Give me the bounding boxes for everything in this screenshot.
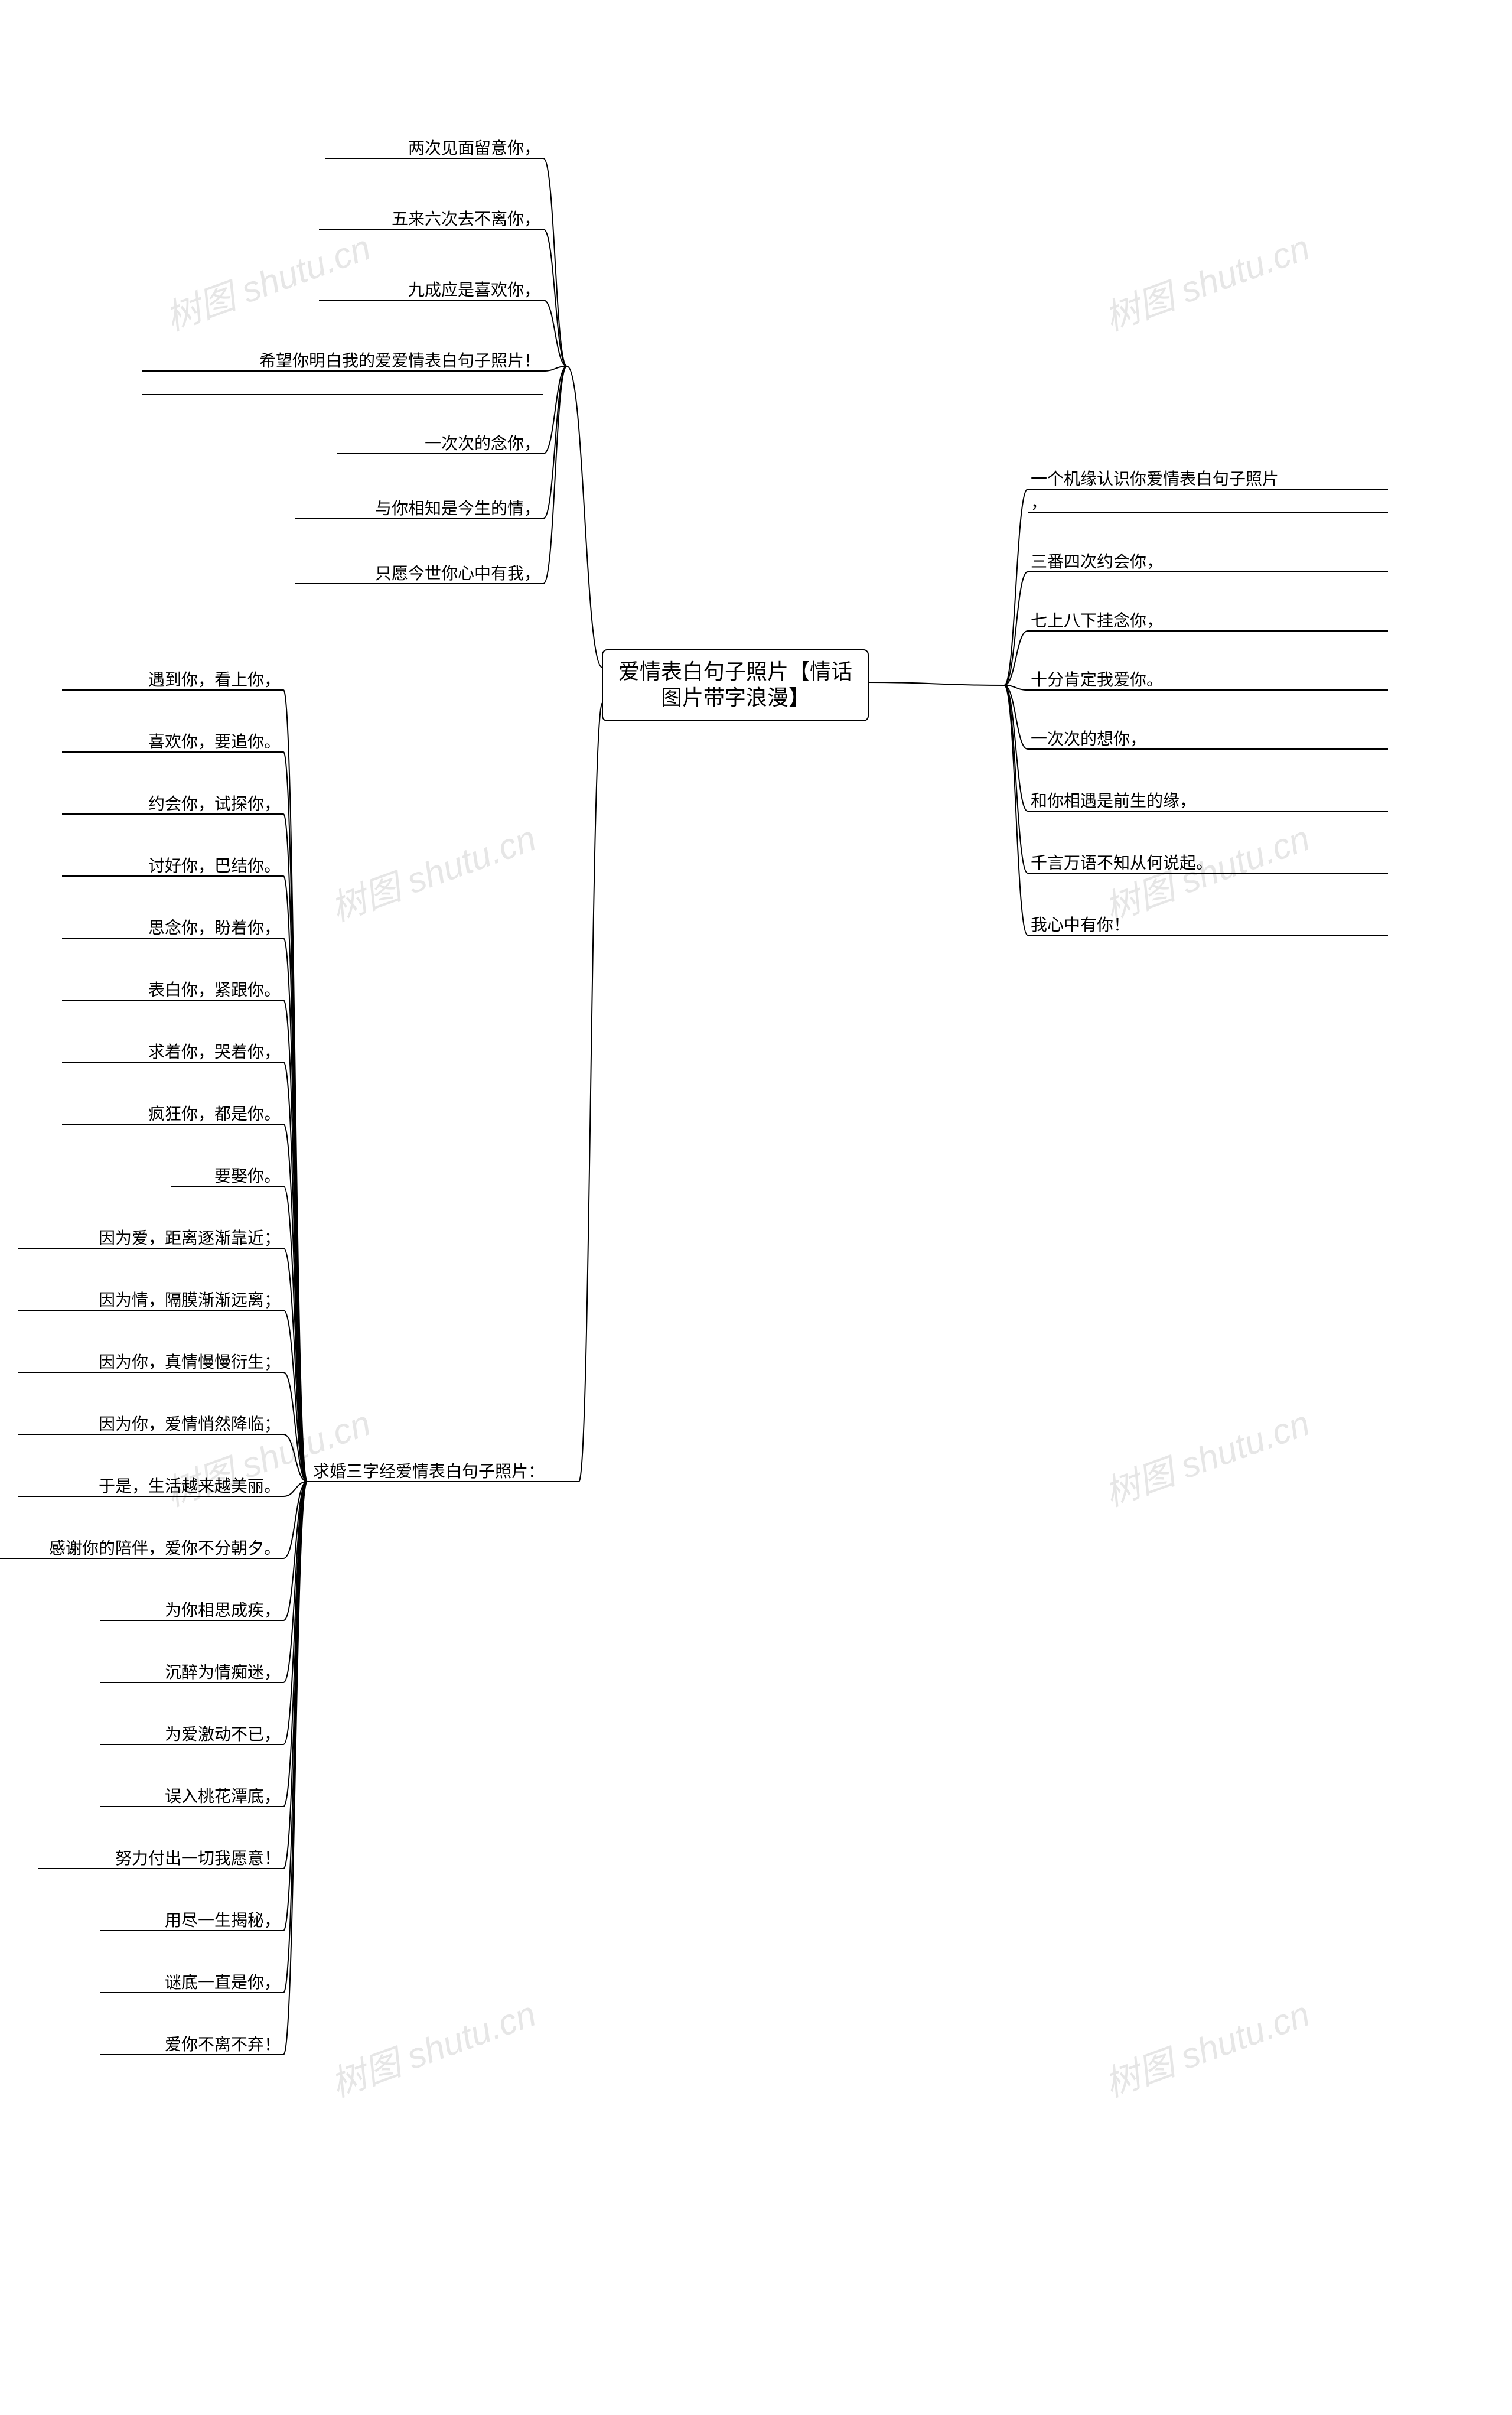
- connector-right-leaf: [1004, 685, 1028, 935]
- lefttop-leaf-text: 希望你明白我的爱爱情表白句子照片！: [259, 351, 540, 370]
- right-leaf-text: 一个机缘认识你爱情表白句子照片: [1031, 470, 1279, 488]
- connector-right-leaf: [1004, 685, 1028, 811]
- connector-leftbottom-leaf: [284, 1482, 307, 2055]
- connector-root-lefttop: [567, 366, 602, 668]
- lefttop-leaf-text: 九成应是喜欢你，: [408, 281, 540, 299]
- leftbottom-leaf-text: 遇到你，看上你，: [148, 671, 281, 689]
- lefttop-leaf-text: 五来六次去不离你，: [392, 210, 540, 228]
- leftbottom-leaf-text: 因为爱，距离逐渐靠近；: [99, 1229, 281, 1247]
- lefttop-leaf-text: 只愿今世你心中有我，: [375, 564, 540, 582]
- leftbottom-leaf-text: 求着你，哭着你，: [148, 1043, 281, 1061]
- watermark: 树图 shutu.cn: [161, 227, 376, 338]
- leftbottom-leaf-text: 讨好你，巴结你。: [148, 857, 281, 875]
- root-node-title: 图片带字浪漫】: [661, 685, 810, 709]
- connector-lefttop-leaf: [543, 300, 567, 366]
- right-leaf-text: 三番四次约会你，: [1031, 552, 1163, 571]
- connector-leftbottom-leaf: [284, 814, 307, 1482]
- right-leaf-text-line2: ，: [1031, 493, 1047, 512]
- root-node-title: 爱情表白句子照片【情话: [618, 659, 852, 684]
- connector-right-leaf: [1004, 685, 1028, 873]
- leftbottom-leaf-text: 为你相思成疾，: [165, 1601, 281, 1619]
- leftbottom-leaf-text: 表白你，紧跟你。: [148, 981, 281, 999]
- leftbottom-leaf-text: 疯狂你，都是你。: [148, 1105, 281, 1123]
- right-leaf-text: 千言万语不知从何说起。: [1031, 854, 1213, 872]
- connector-lefttop-leaf: [543, 229, 567, 366]
- watermark: 树图 shutu.cn: [326, 818, 541, 929]
- leftbottom-leaf-text: 感谢你的陪伴，爱你不分朝夕。: [49, 1539, 281, 1557]
- lefttop-leaf-text: 两次见面留意你，: [408, 139, 540, 157]
- right-leaf-text: 我心中有你！: [1031, 916, 1130, 934]
- leftbottom-leaf-text: 要娶你。: [214, 1167, 281, 1185]
- right-leaf-text: 一次次的想你，: [1031, 730, 1146, 748]
- leftbottom-leaf-text: 因为你，爱情悄然降临；: [99, 1415, 281, 1433]
- subroot-text: 求婚三字经爱情表白句子照片：: [313, 1462, 545, 1480]
- leftbottom-leaf-text: 于是，生活越来越美丽。: [99, 1477, 281, 1495]
- connector-lefttop-leaf: [543, 366, 567, 519]
- leftbottom-leaf-text: 喜欢你，要追你。: [148, 733, 281, 751]
- watermark: 树图 shutu.cn: [326, 1994, 541, 2104]
- right-leaf-text: 十分肯定我爱你。: [1031, 671, 1163, 689]
- leftbottom-leaf-text: 沉醉为情痴迷，: [165, 1663, 281, 1681]
- lefttop-leaf-text: 一次次的念你，: [425, 434, 540, 453]
- watermark: 树图 shutu.cn: [1100, 227, 1315, 338]
- connector-root-right: [868, 682, 1004, 685]
- leftbottom-leaf-text: 用尽一生揭秘，: [165, 1911, 281, 1929]
- leftbottom-leaf-text: 误入桃花潭底，: [165, 1787, 281, 1805]
- leftbottom-leaf-text: 因为情，隔膜渐渐远离；: [99, 1291, 281, 1309]
- leftbottom-leaf-text: 约会你，试探你，: [148, 795, 281, 813]
- leftbottom-leaf-text: 为爱激动不已，: [165, 1725, 281, 1743]
- watermarks-group: 树图 shutu.cn 树图 shutu.cn 树图 shutu.cn 树图 shut…: [161, 227, 1315, 2104]
- lefttop-leaf-text: 与你相知是今生的情，: [375, 499, 540, 518]
- watermark: 树图 shutu.cn: [1100, 1403, 1315, 1514]
- connector-lefttop-leaf: [543, 366, 567, 584]
- leftbottom-leaf-text: 努力付出一切我愿意！: [115, 1849, 281, 1867]
- leftbottom-leaf-text: 思念你，盼着你，: [148, 919, 281, 937]
- connector-root-leftbottom: [579, 703, 602, 1482]
- leftbottom-leaf-text: 因为你，真情慢慢衍生；: [99, 1353, 281, 1371]
- watermark: 树图 shutu.cn: [1100, 1994, 1315, 2104]
- leftbottom-leaf-text: 谜底一直是你，: [165, 1973, 281, 1991]
- right-leaf-text: 和你相遇是前生的缘，: [1031, 792, 1196, 810]
- leftbottom-leaf-text: 爱你不离不弃！: [165, 2035, 281, 2053]
- right-leaf-text: 七上八下挂念你，: [1031, 611, 1163, 630]
